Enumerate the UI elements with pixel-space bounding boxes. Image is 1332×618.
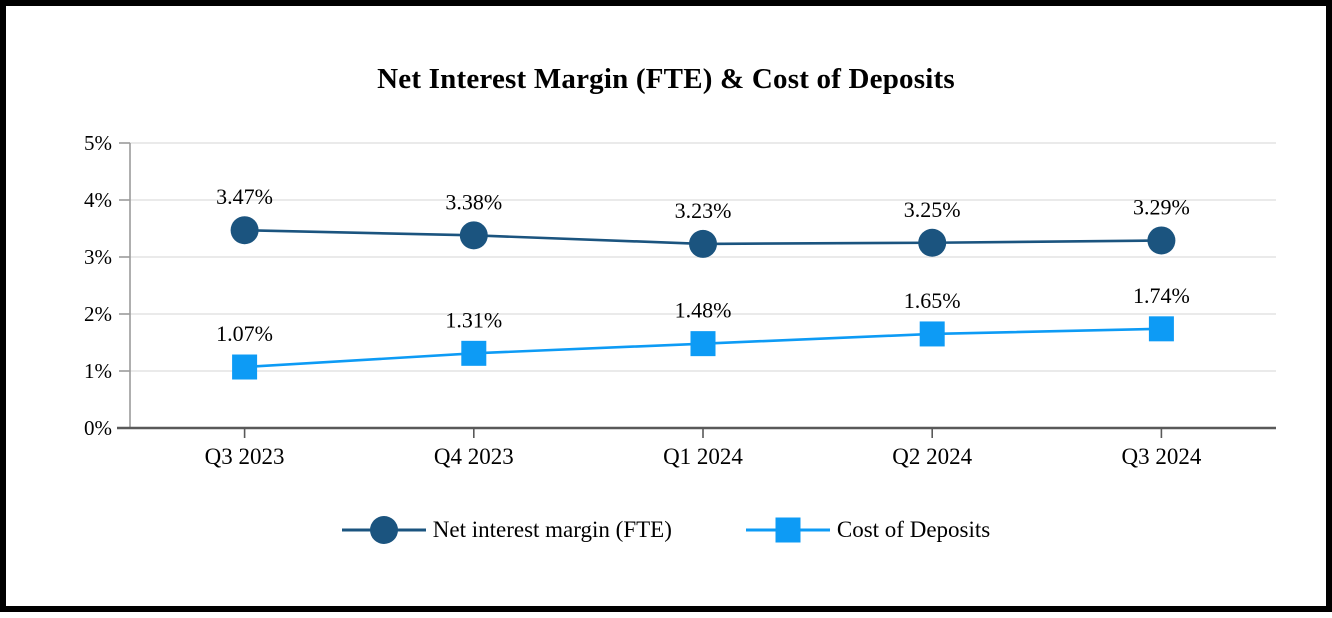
y-axis-tick-label: 3%: [84, 245, 112, 269]
data-point-label-net-interest-margin-fte: 3.47%: [216, 184, 273, 209]
x-axis-category-label: Q3 2024: [1121, 444, 1201, 469]
data-point-marker-cost-of-deposits: [461, 340, 487, 366]
legend-label-net-interest-margin: Net interest margin (FTE): [432, 517, 672, 542]
data-point-marker-net-interest-margin-fte: [459, 221, 488, 250]
data-point-marker-cost-of-deposits: [1148, 316, 1174, 342]
data-point-marker-net-interest-margin-fte: [689, 229, 717, 258]
data-point-marker-cost-of-deposits: [919, 321, 945, 347]
x-axis-category-label: Q3 2023: [205, 444, 285, 469]
data-point-label-cost-of-deposits: 1.65%: [904, 288, 961, 313]
y-axis-tick-label: 1%: [84, 359, 112, 383]
x-axis-category-label: Q2 2024: [892, 444, 972, 469]
data-point-marker-net-interest-margin-fte: [230, 216, 259, 245]
chart-title: Net Interest Margin (FTE) & Cost of Depo…: [377, 63, 955, 95]
data-point-marker-net-interest-margin-fte: [1147, 226, 1176, 255]
data-point-label-cost-of-deposits: 1.07%: [216, 321, 273, 346]
y-axis-tick-label: 2%: [84, 302, 112, 326]
data-point-label-net-interest-margin-fte: 3.25%: [904, 197, 961, 222]
y-axis-tick-label: 0%: [84, 416, 112, 440]
x-axis-category-label: Q4 2023: [434, 444, 514, 469]
data-point-marker-cost-of-deposits: [690, 331, 716, 357]
data-point-label-cost-of-deposits: 1.74%: [1133, 283, 1190, 308]
legend: Net interest margin (FTE) Cost of Deposi…: [6, 509, 1326, 551]
line-chart-plot-area: 5% 4% 3% 2% 1% 0% Q3 2023 Q4 2023 Q1 2024 Q2 2024…: [84, 131, 1276, 469]
circle-marker-icon: [369, 516, 398, 544]
x-axis-category-label: Q1 2024: [663, 444, 743, 469]
legend-item-cost-of-deposits: Cost of Deposits: [745, 515, 991, 545]
data-point-label-cost-of-deposits: 1.48%: [675, 298, 732, 323]
data-point-label-net-interest-margin-fte: 3.23%: [675, 198, 732, 223]
legend-label-cost-of-deposits: Cost of Deposits: [836, 517, 991, 542]
data-point-label-net-interest-margin-fte: 3.38%: [445, 189, 502, 214]
data-point-label-net-interest-margin-fte: 3.29%: [1133, 194, 1190, 219]
legend-item-net-interest-margin: Net interest margin (FTE): [341, 515, 672, 545]
data-point-marker-net-interest-margin-fte: [918, 228, 947, 257]
square-marker-icon: [775, 517, 801, 543]
y-axis-tick-label: 4%: [84, 188, 112, 212]
legend-circle-marker-icon: [341, 515, 426, 545]
data-point-label-cost-of-deposits: 1.31%: [445, 307, 502, 332]
data-point-marker-cost-of-deposits: [232, 354, 258, 380]
legend-square-marker-icon: [745, 515, 830, 545]
y-axis-tick-label: 5%: [84, 131, 112, 155]
